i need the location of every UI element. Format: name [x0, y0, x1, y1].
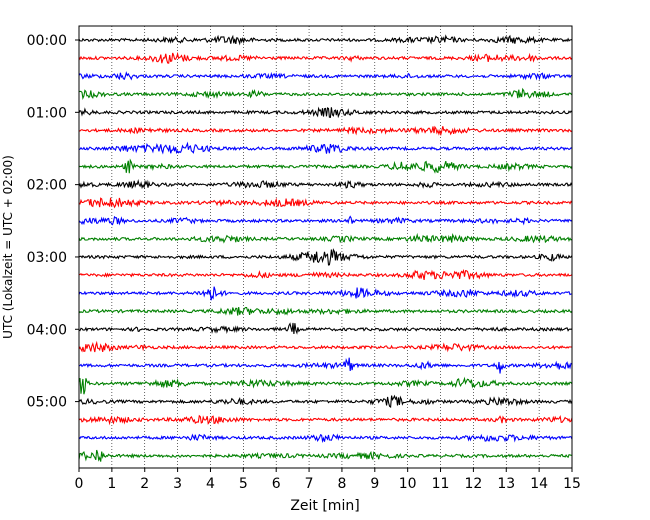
x-tick-label-6: 6	[272, 476, 281, 492]
trace-row-04:45	[78, 376, 573, 395]
trace-row-02:15	[78, 197, 573, 209]
y-axis-label: UTC (Lokalzeit = UTC + 02:00)	[1, 155, 15, 339]
x-tick-label-3: 3	[173, 476, 182, 492]
x-tick-label-14: 14	[530, 476, 548, 492]
trace-row-02:00	[78, 178, 573, 190]
trace-row-05:45	[78, 449, 573, 462]
x-tick-label-2: 2	[140, 476, 149, 492]
y-tick-label-01:00: 01:00	[27, 105, 67, 121]
trace-row-02:45	[78, 232, 573, 244]
trace-row-05:00	[78, 394, 573, 408]
x-tick-label-1: 1	[107, 476, 116, 492]
x-tick-label-13: 13	[497, 476, 515, 492]
x-tick-label-0: 0	[75, 476, 84, 492]
trace-row-05:15	[78, 414, 573, 426]
trace-row-01:30	[78, 141, 573, 155]
plot-background	[79, 26, 572, 468]
trace-row-05:30	[78, 433, 573, 444]
trace-row-03:15	[78, 268, 573, 281]
y-tick-label-03:00: 03:00	[27, 250, 67, 266]
y-tick-label-00:00: 00:00	[27, 33, 67, 49]
trace-row-04:30	[78, 357, 573, 374]
trace-row-01:00	[78, 106, 573, 119]
x-tick-label-8: 8	[337, 476, 346, 492]
trace-group	[78, 34, 573, 462]
y-tick-label-04:00: 04:00	[27, 322, 67, 338]
trace-row-04:15	[78, 340, 572, 353]
trace-row-03:00	[78, 248, 573, 266]
trace-row-01:15	[79, 125, 573, 137]
y-tick-label-02:00: 02:00	[27, 178, 67, 194]
trace-row-00:45	[78, 87, 573, 100]
x-axis: 0 1 2 3 4 5 6 7 8 9 10 11 12 13 14 15	[75, 468, 581, 492]
trace-row-02:30	[78, 215, 573, 226]
x-axis-label: Zeit [min]	[290, 498, 359, 514]
plot-frame	[78, 25, 573, 469]
trace-row-01:45	[78, 158, 573, 174]
trace-row-00:00	[78, 34, 573, 46]
x-tick-label-7: 7	[305, 476, 314, 492]
trace-row-03:30	[78, 286, 572, 301]
y-axis: 00:00 01:00 02:00 03:00 04:00 05:00	[27, 33, 79, 411]
trace-row-03:45	[78, 306, 573, 316]
x-tick-label-9: 9	[370, 476, 379, 492]
x-tick-label-4: 4	[206, 476, 215, 492]
trace-row-00:15	[78, 51, 573, 64]
x-tick-label-15: 15	[563, 476, 581, 492]
trace-row-00:30	[78, 71, 573, 81]
y-tick-label-05:00: 05:00	[27, 395, 67, 411]
x-tick-label-5: 5	[239, 476, 248, 492]
x-tick-label-12: 12	[464, 476, 482, 492]
trace-row-04:00	[78, 322, 573, 335]
x-tick-label-10: 10	[399, 476, 417, 492]
x-tick-label-11: 11	[432, 476, 450, 492]
